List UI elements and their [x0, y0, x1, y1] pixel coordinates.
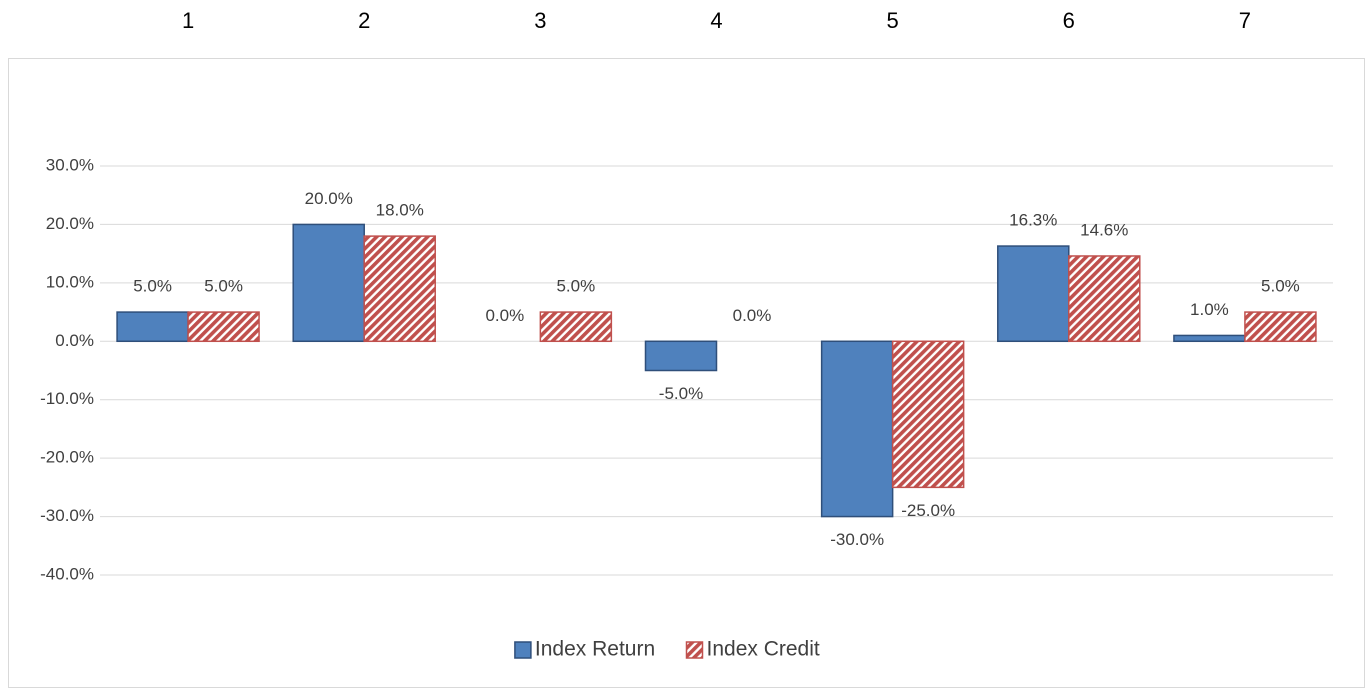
y-tick-label: 30.0%: [46, 155, 94, 174]
bar: [116, 311, 189, 343]
bar: [891, 340, 965, 489]
bar: [363, 235, 436, 343]
bar: [820, 340, 894, 518]
y-tick-label: 20.0%: [46, 214, 94, 233]
value-label: 1.0%: [1190, 300, 1229, 319]
bar: [292, 223, 365, 343]
value-label: -5.0%: [659, 384, 703, 403]
value-label: 5.0%: [204, 277, 243, 296]
value-label: 18.0%: [376, 201, 424, 220]
value-label: 16.3%: [1009, 211, 1057, 230]
category-label: 3: [534, 8, 546, 33]
chart-frame: [8, 58, 1365, 688]
value-label: -30.0%: [830, 530, 884, 549]
category-label: 6: [1063, 8, 1075, 33]
y-tick-label: -40.0%: [40, 564, 94, 583]
y-tick-label: 10.0%: [46, 272, 94, 291]
legend-label: Index Credit: [707, 638, 820, 661]
y-tick-label: -10.0%: [40, 389, 94, 408]
y-tick-label: -30.0%: [40, 506, 94, 525]
category-label: 1: [182, 8, 194, 33]
bar: [1244, 311, 1317, 343]
legend-label: Index Return: [535, 638, 655, 661]
value-label: 0.0%: [485, 306, 524, 325]
value-label: 20.0%: [305, 189, 353, 208]
value-label: 0.0%: [733, 306, 772, 325]
bar: [187, 311, 260, 343]
legend-swatch: [685, 641, 704, 659]
category-label: 5: [887, 8, 899, 33]
legend-swatch: [514, 641, 532, 659]
value-label: 5.0%: [556, 277, 595, 296]
category-label: 2: [358, 8, 370, 33]
y-tick-label: 0.0%: [55, 331, 94, 350]
bar: [997, 245, 1070, 343]
category-label: 7: [1239, 8, 1251, 33]
y-tick-label: -20.0%: [40, 448, 94, 467]
value-label: 5.0%: [1261, 277, 1300, 296]
value-label: 5.0%: [133, 277, 172, 296]
bar: [539, 311, 613, 343]
category-label: 4: [710, 8, 722, 33]
bar: [1173, 334, 1246, 343]
bar: [644, 340, 718, 372]
value-label: -25.0%: [901, 501, 955, 520]
bar: [1068, 255, 1141, 343]
value-label: 14.6%: [1080, 220, 1128, 239]
